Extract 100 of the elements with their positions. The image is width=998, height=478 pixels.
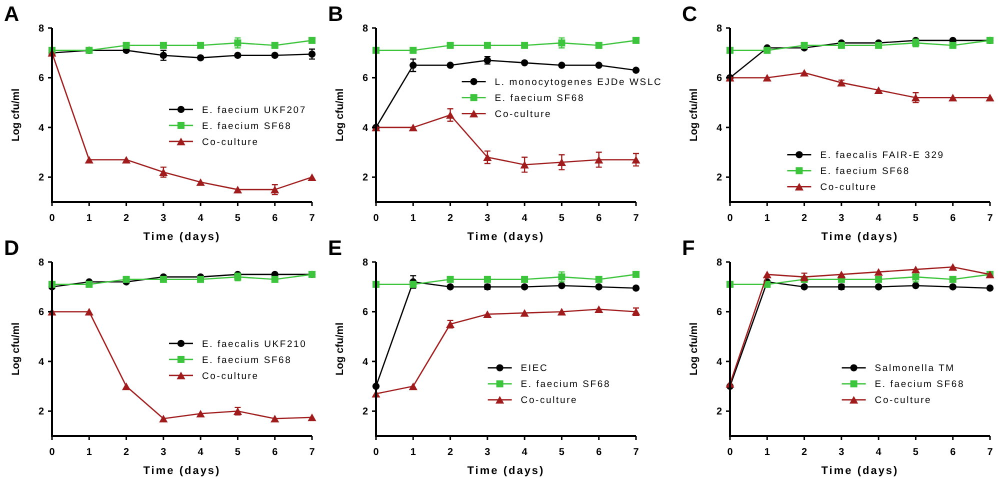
x-axis-title: Time (days): [821, 465, 899, 477]
legend-label: Salmonella TM: [874, 363, 955, 374]
x-tick-label: 5: [912, 213, 919, 224]
x-tick-label: 2: [802, 447, 808, 458]
legend-label: E. faecium SF68: [874, 379, 965, 390]
x-tick-label: 2: [124, 213, 130, 224]
x-tick-label: 2: [448, 213, 454, 224]
y-tick-label: 4: [362, 122, 368, 134]
y-tick-label: 4: [716, 122, 722, 134]
y-axis-title: Log cfu/ml: [334, 322, 346, 376]
y-tick-label: 2: [716, 406, 722, 418]
x-tick-label: 7: [309, 447, 316, 458]
legend-label: Co-culture: [874, 395, 932, 406]
y-axis-title: Log cfu/ml: [334, 88, 346, 142]
x-tick-label: 5: [234, 447, 241, 458]
x-tick-label: 5: [234, 213, 241, 224]
x-tick-label: 3: [484, 447, 491, 458]
x-tick-label: 5: [558, 213, 565, 224]
x-tick-label: 2: [802, 213, 808, 224]
x-tick-label: 2: [124, 447, 130, 458]
legend-label: E. faecium UKF207: [202, 104, 306, 116]
y-tick-label: 6: [716, 307, 722, 318]
legend-label: E. faecium SF68: [520, 379, 611, 390]
chart-title: D: [4, 237, 20, 260]
legend-label: E. faecium SF68: [202, 120, 292, 132]
x-tick-label: 3: [484, 213, 491, 224]
x-tick-label: 6: [596, 447, 602, 458]
x-tick-label: 6: [596, 213, 602, 224]
x-tick-label: 6: [950, 447, 956, 458]
y-tick-label: 6: [38, 307, 44, 318]
x-tick-label: 4: [522, 213, 528, 224]
x-axis-title: Time (days): [467, 465, 545, 477]
y-tick-label: 4: [362, 356, 368, 368]
y-tick-label: 8: [362, 24, 368, 34]
legend-label: Co-culture: [520, 395, 578, 406]
legend-label: L. monocytogenes EJDe WSLC: [494, 76, 662, 88]
x-tick-label: 0: [373, 447, 380, 458]
y-tick-label: 2: [362, 406, 368, 418]
legend-label: E. faecium SF68: [494, 92, 585, 104]
legend-label: Co-culture: [494, 108, 552, 120]
x-tick-label: 2: [448, 447, 454, 458]
x-tick-label: 6: [272, 447, 278, 458]
x-axis-title: Time (days): [467, 231, 545, 243]
x-axis-title: Time (days): [821, 231, 899, 243]
y-tick-label: 2: [362, 172, 368, 184]
y-tick-label: 4: [38, 356, 44, 368]
x-tick-label: 5: [912, 447, 919, 458]
chart-title: E: [328, 237, 342, 260]
y-tick-label: 6: [362, 73, 368, 84]
y-axis-title: Log cfu/ml: [688, 322, 700, 376]
y-tick-label: 2: [716, 172, 722, 184]
chart-title: B: [328, 3, 344, 26]
y-tick-label: 4: [716, 356, 722, 368]
y-tick-label: 8: [716, 24, 722, 34]
x-tick-label: 0: [49, 447, 56, 458]
x-tick-label: 7: [987, 213, 994, 224]
x-tick-label: 1: [410, 213, 416, 224]
y-axis-title: Log cfu/ml: [10, 322, 22, 376]
chart-title: C: [682, 3, 698, 26]
x-tick-label: 1: [764, 213, 770, 224]
legend-label: E. faecalis UKF210: [202, 338, 307, 350]
x-tick-label: 3: [160, 447, 167, 458]
x-tick-label: 0: [727, 213, 734, 224]
x-tick-label: 4: [198, 447, 204, 458]
x-tick-label: 4: [876, 213, 882, 224]
x-tick-label: 0: [727, 447, 734, 458]
x-axis-title: Time (days): [143, 231, 221, 243]
legend-label: E. faecalis FAIR-E 329: [820, 150, 944, 162]
x-tick-label: 1: [86, 447, 92, 458]
legend-label: Co-culture: [202, 136, 259, 148]
chart-title: F: [682, 237, 695, 260]
y-axis-title: Log cfu/ml: [688, 88, 700, 142]
legend-label: EIEC: [520, 363, 548, 374]
y-tick-label: 6: [716, 73, 722, 84]
y-axis-title: Log cfu/ml: [10, 88, 22, 142]
x-tick-label: 6: [272, 213, 278, 224]
legend-label: Co-culture: [202, 370, 259, 382]
x-tick-label: 4: [522, 447, 528, 458]
legend-label: E. faecium SF68: [820, 166, 910, 178]
x-tick-label: 0: [49, 213, 56, 224]
x-axis-title: Time (days): [143, 465, 221, 477]
legend-label: Co-culture: [820, 182, 878, 194]
y-tick-label: 8: [716, 258, 722, 268]
x-tick-label: 5: [558, 447, 565, 458]
legend-label: E. faecium SF68: [202, 354, 292, 366]
x-tick-label: 4: [198, 213, 204, 224]
x-tick-label: 1: [86, 213, 92, 224]
x-tick-label: 6: [950, 213, 956, 224]
y-tick-label: 6: [362, 307, 368, 318]
y-tick-label: 6: [38, 73, 44, 84]
x-tick-label: 1: [764, 447, 770, 458]
x-tick-label: 3: [838, 213, 845, 224]
x-tick-label: 3: [838, 447, 845, 458]
x-tick-label: 7: [987, 447, 994, 458]
x-tick-label: 7: [309, 213, 316, 224]
y-tick-label: 2: [38, 172, 44, 184]
y-tick-label: 2: [38, 406, 44, 418]
x-tick-label: 7: [633, 213, 640, 224]
x-tick-label: 0: [373, 213, 380, 224]
y-tick-label: 8: [38, 258, 44, 268]
